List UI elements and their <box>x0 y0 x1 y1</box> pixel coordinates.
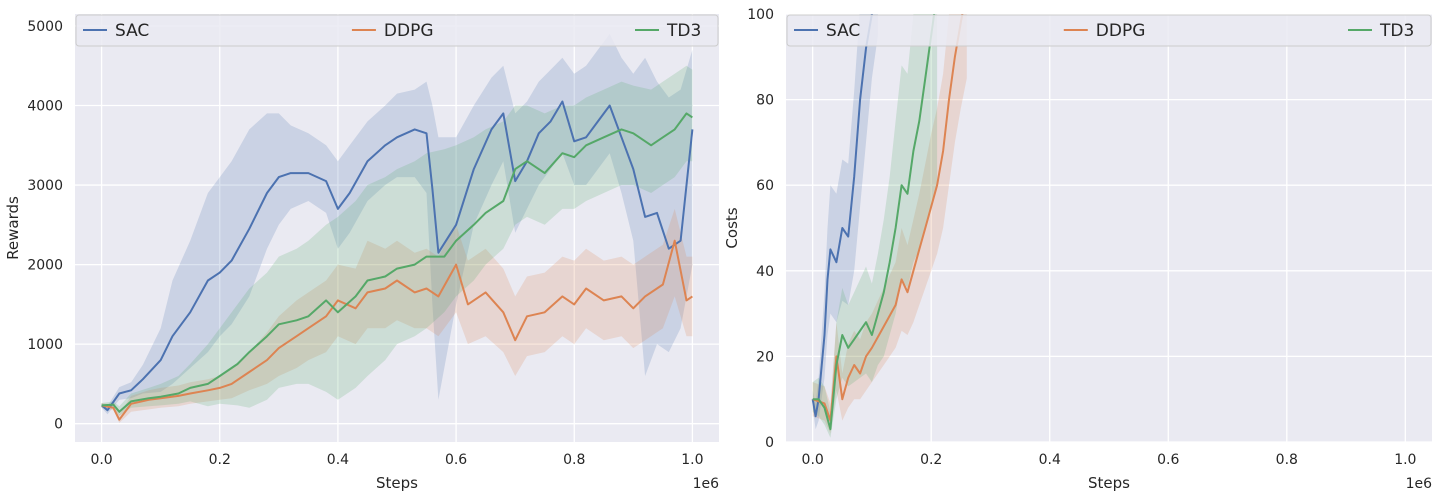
x-tick-label: 0.0 <box>802 452 824 468</box>
legend: SAC DDPG TD3 <box>75 14 719 47</box>
y-tick-label: 5000 <box>27 19 63 35</box>
series-group <box>811 14 967 438</box>
x-tick-label: 0.0 <box>90 452 112 468</box>
confidence-band-td3 <box>812 14 938 438</box>
x-tick-label: 1.0 <box>1394 452 1416 468</box>
x-tick-label: 1.0 <box>681 452 703 468</box>
y-tick-label: 20 <box>756 349 774 365</box>
legend-label-td3: TD3 <box>1379 21 1414 41</box>
legend: SAC DDPG TD3 <box>786 14 1432 47</box>
y-tick-label: 1000 <box>27 337 63 353</box>
legend-label-sac: SAC <box>115 21 149 41</box>
x-tick-label: 0.4 <box>327 452 349 468</box>
y-tick-label: 60 <box>756 178 774 194</box>
confidence-band-ddpg <box>101 208 693 423</box>
x-tick-label: 0.8 <box>563 452 585 468</box>
y-tick-label: 2000 <box>27 258 63 274</box>
confidence-band-ddpg <box>812 14 967 434</box>
series-line-ddpg <box>101 239 693 421</box>
legend-label-ddpg: DDPG <box>1096 21 1146 41</box>
y-axis-label: Rewards <box>4 196 22 260</box>
series-line-td3 <box>812 14 936 431</box>
x-offset-text: 1e6 <box>1406 476 1433 492</box>
plot-area <box>75 14 719 442</box>
x-tick-label: 0.8 <box>1276 452 1298 468</box>
costs-chart: 0.0 0.2 0.4 0.6 0.8 1.0 0 20 40 60 80 100 1e6 Steps Co… <box>723 7 1433 492</box>
y-tick-label: 80 <box>756 93 774 109</box>
x-tick-label: 0.2 <box>209 452 231 468</box>
y-tick-label: 3000 <box>27 178 63 194</box>
x-tick-label: 0.6 <box>1157 452 1179 468</box>
y-tick-label: 40 <box>756 264 774 280</box>
series-line-ddpg <box>812 14 964 422</box>
confidence-band-td3 <box>101 65 693 416</box>
x-axis-label: Steps <box>1088 474 1130 492</box>
series-line-sac <box>811 14 873 418</box>
y-tick-label: 100 <box>747 7 774 23</box>
x-offset-text: 1e6 <box>693 476 720 492</box>
x-tick-label: 0.2 <box>920 452 942 468</box>
series-line-td3 <box>101 112 693 413</box>
x-axis-label: Steps <box>376 474 418 492</box>
y-tick-label: 4000 <box>27 98 63 114</box>
series-group <box>100 33 694 423</box>
x-tick-label: 0.6 <box>445 452 467 468</box>
confidence-band-sac <box>812 14 878 430</box>
plot-area <box>786 14 1432 442</box>
x-tick-label: 0.4 <box>1039 452 1061 468</box>
rewards-chart: 0.0 0.2 0.4 0.6 0.8 1.0 0 1000 2000 3000 4000 5000 1… <box>4 14 719 492</box>
legend-label-sac: SAC <box>826 21 860 41</box>
legend-label-ddpg: DDPG <box>384 21 434 41</box>
legend-label-td3: TD3 <box>666 21 701 41</box>
series-line-sac <box>100 100 694 412</box>
y-axis-label: Costs <box>723 207 741 248</box>
y-tick-label: 0 <box>765 435 774 451</box>
confidence-band-sac <box>101 33 693 415</box>
y-tick-label: 0 <box>54 417 63 433</box>
